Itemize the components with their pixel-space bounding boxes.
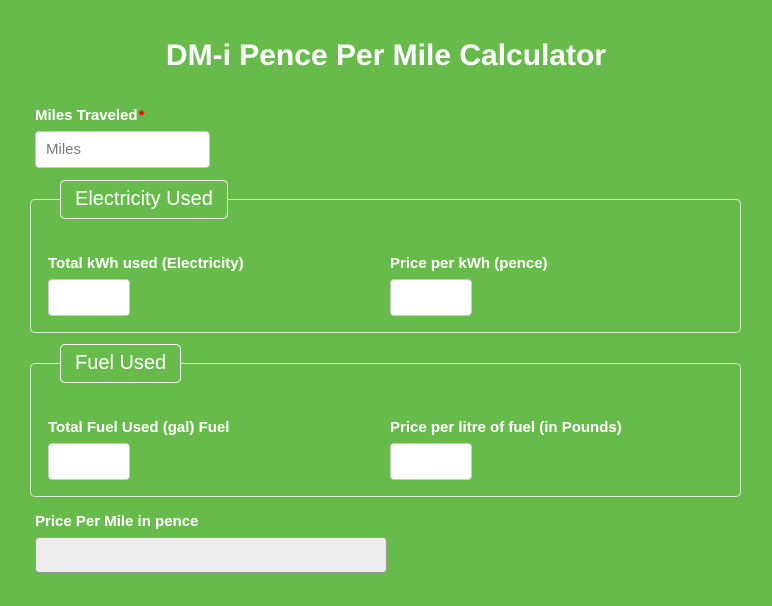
total-kwh-input[interactable] [48,279,130,316]
price-per-kwh-input[interactable] [390,279,472,316]
fuel-used-group: Total Fuel Used (gal) Fuel [48,419,390,480]
electricity-field-row: Total kWh used (Electricity) Price per k… [48,255,740,316]
calculator-page: DM-i Pence Per Mile Calculator Miles Tra… [30,39,772,573]
miles-label: Miles Traveled* [35,107,772,125]
price-per-mile-result-input [35,537,387,573]
price-per-kwh-label: Price per kWh (pence) [390,255,548,272]
electricity-kwh-group: Total kWh used (Electricity) [48,255,390,316]
miles-label-text: Miles Traveled [35,107,138,124]
fuel-field-row: Total Fuel Used (gal) Fuel Price per lit… [48,419,740,480]
fuel-price-group: Price per litre of fuel (in Pounds) [390,419,740,480]
electricity-legend: Electricity Used [60,180,228,219]
total-fuel-input[interactable] [48,443,130,480]
miles-input[interactable] [35,131,210,168]
fuel-legend: Fuel Used [60,344,182,383]
miles-field-group: Miles Traveled* [35,107,772,168]
price-per-mile-label: Price Per Mile in pence [35,513,199,530]
page-title: DM-i Pence Per Mile Calculator [165,39,607,72]
price-per-litre-input[interactable] [390,443,472,480]
result-field-group: Price Per Mile in pence [35,513,772,573]
fuel-section: Fuel Used Total Fuel Used (gal) Fuel Pri… [30,344,741,497]
required-marker: * [138,107,145,124]
total-fuel-label: Total Fuel Used (gal) Fuel [48,419,230,436]
electricity-section: Electricity Used Total kWh used (Electri… [30,180,741,333]
electricity-price-group: Price per kWh (pence) [390,255,740,316]
price-per-litre-label: Price per litre of fuel (in Pounds) [390,419,622,436]
total-kwh-label: Total kWh used (Electricity) [48,255,244,272]
